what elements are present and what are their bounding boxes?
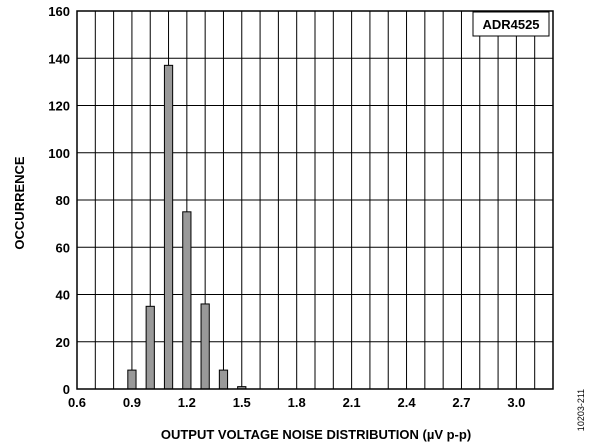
x-tick-label: 3.0 [507, 395, 525, 410]
x-tick-label: 0.9 [123, 395, 141, 410]
x-tick-labels: 0.6 0.9 1.2 1.5 1.8 2.1 2.4 2.7 3.0 [68, 395, 525, 410]
bar [163, 64, 174, 390]
y-axis-title: OCCURRENCE [12, 156, 27, 250]
bar [218, 369, 229, 390]
model-badge-box [472, 11, 550, 37]
model-badge: ADR4525 [472, 11, 550, 37]
y-tick-label: 0 [63, 382, 70, 397]
figure-code: 10203-211 [576, 389, 586, 431]
grid-lines [77, 11, 553, 389]
y-tick-label: 20 [56, 335, 70, 350]
y-tick-label: 60 [56, 240, 70, 255]
bar [145, 305, 155, 390]
y-tick-label: 120 [48, 99, 70, 114]
y-tick-label: 100 [48, 146, 70, 161]
x-tick-label: 2.4 [397, 395, 416, 410]
bar [182, 211, 192, 390]
x-tick-label: 2.7 [452, 395, 470, 410]
x-tick-label: 1.5 [233, 395, 251, 410]
model-badge-label: ADR4525 [482, 17, 539, 32]
plot-frame [76, 10, 554, 390]
x-tick-label: 1.2 [178, 395, 196, 410]
x-tick-label: 0.6 [68, 395, 86, 410]
y-tick-label: 160 [48, 4, 70, 19]
bar [200, 303, 210, 390]
x-tick-label: 1.8 [288, 395, 306, 410]
bar [127, 369, 137, 390]
y-tick-labels: 0 20 40 60 80 100 120 140 160 [48, 4, 70, 397]
y-tick-label: 80 [56, 193, 70, 208]
y-tick-label: 40 [56, 288, 70, 303]
x-axis-title: OUTPUT VOLTAGE NOISE DISTRIBUTION (µV p-… [161, 427, 471, 442]
y-tick-label: 140 [48, 51, 70, 66]
x-tick-label: 2.1 [343, 395, 361, 410]
